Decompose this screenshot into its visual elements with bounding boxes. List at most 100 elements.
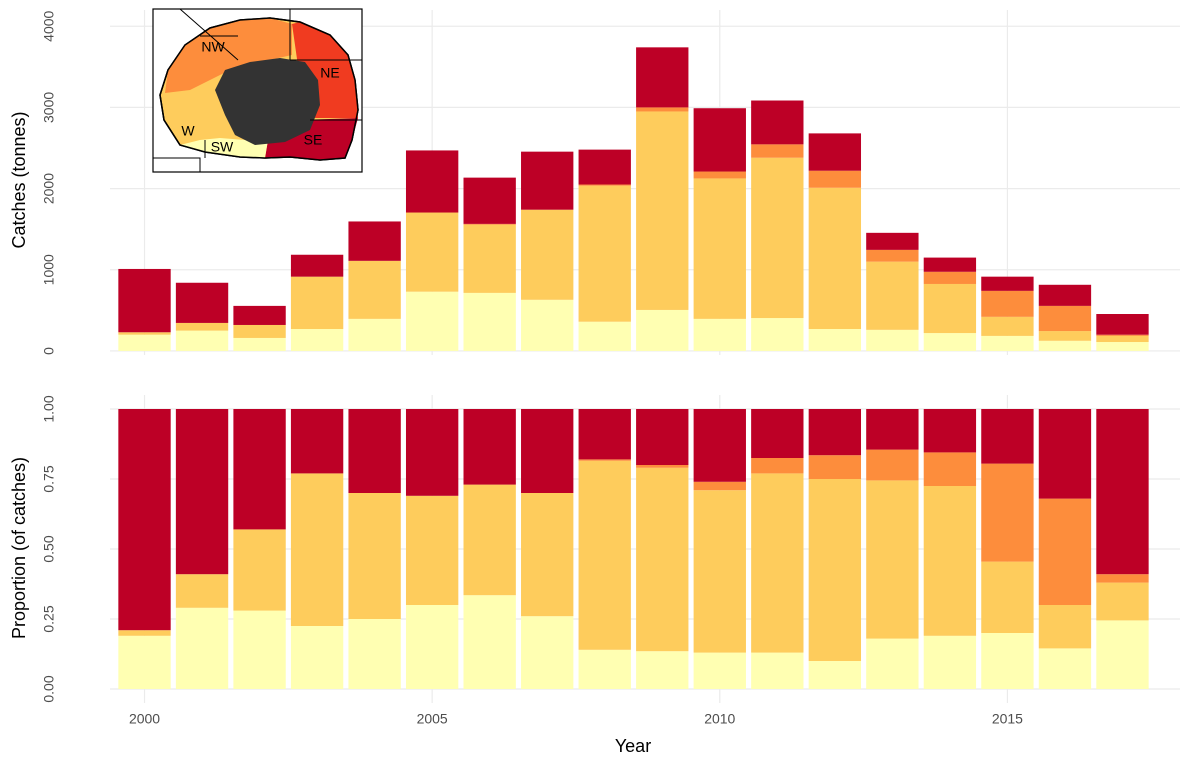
map-label: W <box>181 123 195 139</box>
y-tick-label: 0.50 <box>41 535 57 562</box>
bar-segment <box>808 455 862 479</box>
bar-segment <box>118 409 171 631</box>
bar-segment <box>808 661 862 689</box>
bar-segment <box>463 595 516 689</box>
bar-segment <box>751 318 804 351</box>
bar-segment <box>808 479 862 661</box>
x-tick-label: 2000 <box>129 711 160 727</box>
map-outline <box>159 17 359 161</box>
bar-segment <box>866 638 919 689</box>
label-layer: 0 1000 2000 3000 4000 0.00 0.25 0.50 0.75 1.00 200… <box>41 10 1023 726</box>
bar-segment <box>636 651 689 689</box>
bar-segment <box>808 329 862 351</box>
bar-segment <box>923 452 977 486</box>
bar-segment <box>118 635 171 689</box>
bar-segment <box>1038 284 1092 306</box>
bar-segment <box>636 409 689 465</box>
bar-segment <box>405 150 459 213</box>
bar-segment <box>866 249 919 262</box>
y-tick-label: 3000 <box>41 92 57 123</box>
bar-segment <box>981 409 1034 464</box>
bar-segment <box>118 268 171 333</box>
bar-segment <box>348 409 401 493</box>
y-tick-label: 1000 <box>41 254 57 285</box>
map-borders <box>153 8 362 172</box>
y-tick-label: 0 <box>41 347 57 355</box>
bar-segment <box>1096 342 1149 351</box>
bar-segment <box>751 100 804 145</box>
map-nw <box>165 18 292 93</box>
y-axis-title: Catches (tonnes) <box>9 111 29 248</box>
map-label: SE <box>304 132 323 148</box>
bar-segment <box>866 409 919 450</box>
y-tick-label: 0.75 <box>41 465 57 492</box>
bar-segment <box>1096 620 1149 689</box>
bar-segment <box>1096 314 1149 335</box>
bar-segment <box>233 610 286 689</box>
bar-layer <box>118 47 1149 689</box>
bar-segment <box>348 619 401 689</box>
bar-segment <box>405 212 459 292</box>
x-tick-label: 2015 <box>992 711 1023 727</box>
bar-segment <box>751 144 804 158</box>
bar-segment <box>1038 605 1092 649</box>
bar-segment <box>521 209 574 300</box>
y-axis-title: Proportion (of catches) <box>9 457 29 639</box>
bar-segment <box>866 261 919 330</box>
bar-segment <box>118 630 171 636</box>
bar-segment <box>1096 582 1149 621</box>
bar-segment <box>578 149 631 185</box>
bar-segment <box>348 493 401 619</box>
bar-segment <box>578 459 631 461</box>
x-tick-label: 2010 <box>704 711 735 727</box>
bar-segment <box>751 409 804 458</box>
bar-segment <box>463 484 516 596</box>
inset-map: NW NE W SW SE <box>152 8 363 173</box>
bar-segment <box>118 332 171 335</box>
bar-segment <box>521 409 574 493</box>
bar-segment <box>175 282 229 323</box>
bar-segment <box>751 458 804 474</box>
bar-segment <box>751 652 804 689</box>
bar-segment <box>636 107 689 112</box>
bar-segment <box>1038 340 1092 351</box>
y-tick-label: 2000 <box>41 173 57 204</box>
bar-segment <box>578 184 631 186</box>
bar-segment <box>1038 409 1092 499</box>
bar-segment <box>521 299 574 351</box>
bar-segment <box>290 409 344 474</box>
bar-segment <box>981 463 1034 562</box>
bar-segment <box>981 633 1034 689</box>
bar-segment <box>1096 334 1149 336</box>
bar-segment <box>808 187 862 330</box>
bar-segment <box>1038 331 1092 341</box>
map-label: SW <box>211 139 234 155</box>
bar-segment <box>693 490 746 653</box>
bar-segment <box>981 290 1034 317</box>
bar-segment <box>981 316 1034 336</box>
bar-segment <box>463 177 516 224</box>
x-tick-label: 2005 <box>417 711 448 727</box>
bar-segment <box>923 283 977 334</box>
y-tick-label: 0.25 <box>41 605 57 632</box>
bar-segment <box>175 330 229 351</box>
bar-segment <box>578 460 631 650</box>
bar-segment <box>233 529 286 611</box>
bar-segment <box>636 47 689 108</box>
bar-segment <box>866 329 919 351</box>
bar-segment <box>1038 305 1092 332</box>
bar-segment <box>1038 648 1092 689</box>
bar-segment <box>405 409 459 496</box>
bar-segment <box>693 481 746 491</box>
bar-segment <box>521 493 574 617</box>
bar-segment <box>348 260 401 319</box>
bar-segment <box>866 232 919 250</box>
x-axis-title: Year <box>615 736 651 756</box>
bar-segment <box>348 318 401 351</box>
bar-segment <box>1038 498 1092 605</box>
bar-segment <box>290 276 344 330</box>
bar-segment <box>808 170 862 188</box>
bar-segment <box>693 108 746 172</box>
y-tick-label: 0.00 <box>41 675 57 702</box>
